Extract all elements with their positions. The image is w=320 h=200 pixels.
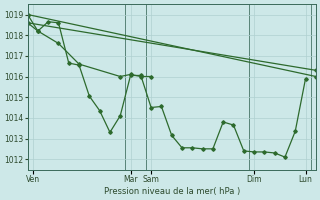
X-axis label: Pression niveau de la mer( hPa ): Pression niveau de la mer( hPa ) <box>104 187 240 196</box>
